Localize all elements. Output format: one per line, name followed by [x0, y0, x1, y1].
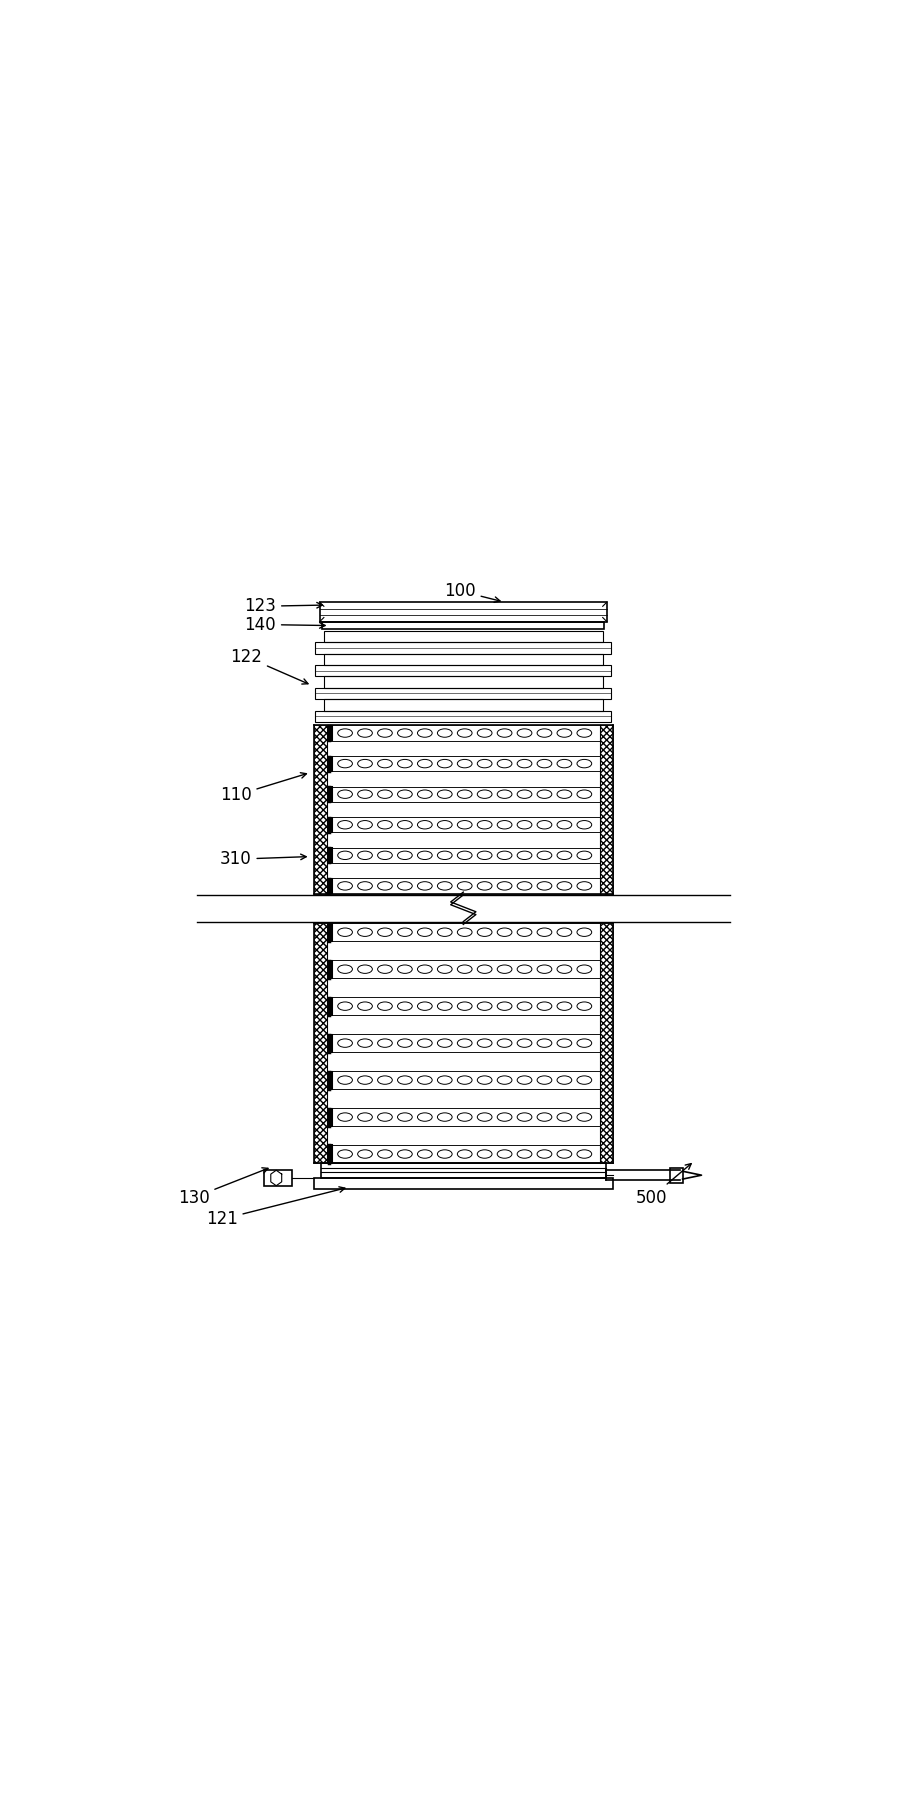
Bar [323, 676, 602, 688]
Bar [323, 630, 602, 643]
Bar [315, 688, 610, 699]
Bar [320, 601, 606, 621]
Bar [600, 726, 612, 893]
Text: 130: 130 [178, 1168, 267, 1206]
Bar [264, 1170, 292, 1186]
Bar [313, 924, 326, 1163]
Bar [313, 1177, 612, 1190]
Text: 310: 310 [219, 849, 306, 867]
Text: 110: 110 [219, 773, 306, 804]
Bar [669, 1168, 682, 1183]
Bar [323, 654, 602, 665]
Text: 140: 140 [244, 616, 325, 634]
Text: 500: 500 [635, 1164, 691, 1206]
Bar [313, 726, 326, 893]
Bar [322, 621, 603, 630]
Bar [315, 643, 610, 654]
Bar [600, 924, 612, 1163]
Text: 121: 121 [205, 1186, 345, 1228]
Bar [323, 699, 602, 710]
Text: 123: 123 [244, 598, 322, 616]
Bar [321, 1163, 605, 1177]
Text: 122: 122 [230, 648, 308, 685]
Bar [315, 710, 610, 723]
Text: 100: 100 [443, 581, 499, 603]
Bar [315, 665, 610, 676]
